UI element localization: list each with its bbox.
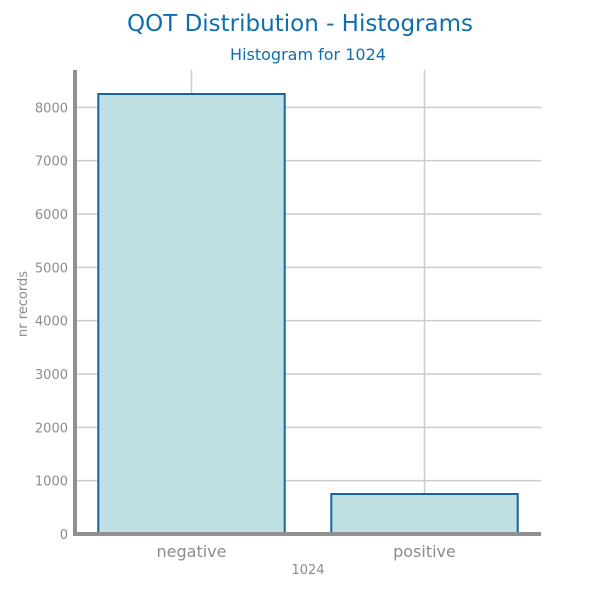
y-axis-label: nr records (16, 271, 31, 337)
bar-layer (97, 93, 519, 535)
y-tick-label: 3000 (35, 368, 68, 383)
x-tick-label: positive (393, 542, 456, 561)
tick-layer: 0 1000 2000 3000 4000 5000 6000 7000 8000 negativ… (35, 101, 456, 561)
y-tick-label: 6000 (35, 208, 68, 223)
bar-positive (330, 493, 519, 535)
y-tick-label: 2000 (35, 421, 68, 436)
y-tick-label: 1000 (35, 475, 68, 490)
y-tick-label: 8000 (35, 101, 68, 116)
y-tick-label: 4000 (35, 315, 68, 330)
y-tick-label: 5000 (35, 261, 68, 276)
bar-negative (97, 93, 286, 535)
y-tick-label: 7000 (35, 155, 68, 170)
chart-suptitle: QOT Distribution - Histograms (127, 11, 473, 37)
chart-title: Histogram for 1024 (230, 45, 386, 64)
x-axis-label: 1024 (291, 563, 324, 578)
y-tick-label: 0 (60, 528, 68, 543)
x-tick-label: negative (157, 542, 227, 561)
